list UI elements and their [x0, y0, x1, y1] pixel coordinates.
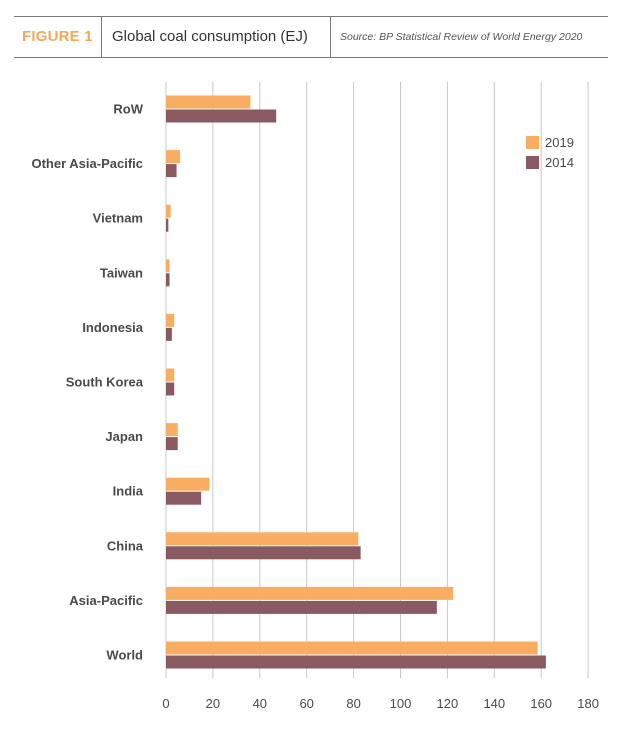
category-label: Japan [105, 429, 143, 444]
legend-swatch-2014 [526, 156, 539, 169]
bar-2014-asia-pacific [166, 600, 437, 614]
legend: 2019 2014 [526, 135, 574, 170]
bar-2019-indonesia [166, 313, 175, 327]
category-label: RoW [113, 102, 143, 117]
category-label: India [113, 484, 144, 499]
category-label: Taiwan [100, 265, 143, 280]
figure-header: FIGURE 1 Global coal consumption (EJ) So… [14, 16, 608, 58]
bar-2014-indonesia [166, 327, 172, 341]
gridlines [165, 82, 589, 678]
x-tick-label: 20 [206, 696, 220, 711]
header-divider [330, 17, 331, 57]
category-label: China [107, 538, 144, 553]
bar-2014-other-asia-pacific [166, 164, 177, 178]
bar-2019-taiwan [166, 259, 170, 273]
bars [166, 95, 546, 669]
legend-swatch-2019 [526, 136, 539, 149]
bar-2019-world [166, 641, 538, 655]
category-label: World [106, 648, 143, 663]
legend-label: 2014 [545, 155, 574, 170]
category-label: Vietnam [93, 211, 143, 226]
x-tick-label: 180 [577, 696, 599, 711]
x-tick-label: 120 [437, 696, 459, 711]
category-label: Indonesia [82, 320, 143, 335]
x-tick-labels: 0 20 40 60 80 100 120 140 160 180 [162, 696, 599, 711]
category-labels: RoW Other Asia-Pacific Vietnam Taiwan Indone… [31, 102, 143, 663]
bar-2019-row [166, 95, 251, 109]
x-tick-label: 40 [253, 696, 267, 711]
x-tick-label: 60 [299, 696, 313, 711]
bar-2014-japan [166, 437, 178, 451]
bar-2014-china [166, 546, 361, 560]
bar-2014-row [166, 109, 277, 123]
header-divider [101, 17, 102, 57]
bar-2019-asia-pacific [166, 586, 454, 600]
source-note: Source: BP Statistical Review of World E… [340, 31, 583, 43]
bar-2014-vietnam [166, 218, 169, 232]
bar-2019-other-asia-pacific [166, 150, 181, 164]
bar-2014-world [166, 655, 546, 669]
bar-2014-south-korea [166, 382, 175, 396]
bar-2014-taiwan [166, 273, 170, 287]
x-tick-label: 100 [390, 696, 412, 711]
bar-2019-india [166, 477, 210, 491]
bar-2019-japan [166, 423, 178, 437]
x-tick-label: 80 [346, 696, 360, 711]
bar-2019-vietnam [166, 204, 171, 218]
x-tick-label: 0 [162, 696, 169, 711]
x-tick-label: 140 [483, 696, 505, 711]
x-tick-label: 160 [530, 696, 552, 711]
category-label: Other Asia-Pacific [31, 156, 143, 171]
category-label: Asia-Pacific [69, 593, 143, 608]
category-label: South Korea [66, 375, 144, 390]
bar-2014-india [166, 491, 202, 505]
legend-label: 2019 [545, 135, 574, 150]
bar-2019-south-korea [166, 368, 175, 382]
bar-2019-china [166, 532, 359, 546]
figure-label: FIGURE 1 [22, 28, 93, 45]
chart-title: Global coal consumption (EJ) [112, 28, 308, 45]
